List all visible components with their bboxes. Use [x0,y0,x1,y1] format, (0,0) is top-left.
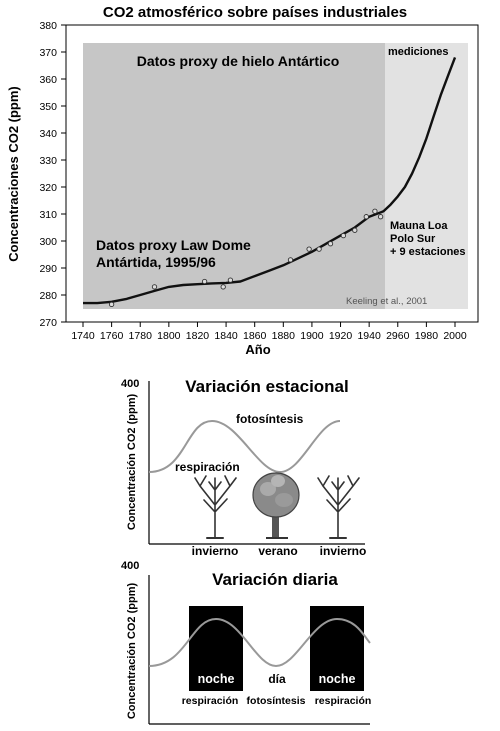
x-axis-ticks: 1740 1760 1780 1800 1820 1840 1860 1880 1900 1920… [71,322,467,342]
stations-label-line2: Polo Sur [390,233,436,245]
y-tick-label: 290 [39,263,57,275]
proxy-data-point [287,257,294,263]
seasonal-trough-label: respiración [175,460,240,474]
y-tick-label: 270 [39,317,57,329]
season-label-winter: invierno [320,544,367,558]
daily-curve [148,617,371,668]
y-axis-label: Concentraciones CO2 (ppm) [6,86,21,262]
y-axis-ticks: 270 280 290 300 310 320 330 340 350 360 370 380 [39,20,66,329]
x-tick-label: 2960 [386,330,410,342]
daily-ymax: 400 [121,560,139,572]
proxy-data-point [201,278,208,285]
stations-label-line3: + 9 estaciones [390,246,466,258]
seasonal-ymax: 400 [121,378,139,390]
seasonal-curve [148,419,341,474]
y-tick-label: 300 [39,236,57,248]
y-tick-label: 370 [39,47,57,59]
proxy-region [83,43,385,309]
season-label-winter: invierno [192,544,239,558]
y-tick-label: 360 [39,74,57,86]
measurement-region [385,43,468,309]
proxy-data-point [151,284,158,290]
seasonal-peak-label: fotosíntesis [236,412,304,426]
x-tick-label: 2000 [443,330,467,342]
y-tick-label: 350 [39,101,57,113]
proxy-data-point [327,241,334,247]
proxy-data-point [363,214,369,220]
daily-title: Variación diaria [212,570,338,589]
stations-label-line1: Mauna Loa [390,220,448,232]
seasonal-y-label: Concentración CO2 (ppm) [126,394,138,531]
y-tick-label: 380 [39,20,57,32]
y-tick-label: 330 [39,155,57,167]
proxy-data-point [377,214,384,220]
x-tick-label: 1760 [100,330,124,342]
x-tick-label: 1780 [129,330,153,342]
x-tick-label: 1880 [272,330,296,342]
y-tick-label: 310 [39,209,57,221]
proxy-data-point [220,284,226,290]
x-tick-label: 1920 [329,330,353,342]
x-tick-label: 1820 [186,330,210,342]
proxy-data-point [372,208,378,214]
bare-tree-icon [317,475,360,539]
season-label-summer: verano [258,544,297,558]
law-dome-label-line1: Datos proxy Law Dome [96,237,251,253]
x-tick-label: 1740 [71,330,95,342]
credit-label: Keeling et al., 2001 [346,296,427,307]
y-tick-label: 320 [39,182,57,194]
night-block [310,606,364,691]
x-tick-label: 1840 [214,330,238,342]
proxy-data-point [316,246,322,252]
proxy-data-point [227,277,234,283]
night-block [189,606,243,691]
x-tick-label: 1940 [357,330,381,342]
law-dome-label-line2: Antártida, 1995/96 [96,254,216,270]
daily-caption: respiración [315,695,372,707]
x-tick-label: 1860 [243,330,267,342]
y-tick-label: 340 [39,128,57,140]
x-axis-label: Año [245,342,270,357]
co2-trend-line [83,56,457,305]
y-tick-label: 280 [39,290,57,302]
x-tick-label: 1980 [415,330,439,342]
night-label: noche [319,672,356,686]
proxy-region-label: Datos proxy de hielo Antártico [137,53,340,69]
x-tick-label: 1900 [300,330,324,342]
measurements-label: mediciones [388,46,449,58]
daily-caption: respiración [182,695,239,707]
co2-series [83,56,457,308]
proxy-data-point [108,301,115,308]
day-label: día [268,672,286,686]
daily-y-label: Concentración CO2 (ppm) [126,583,138,720]
leafy-tree-icon [252,472,300,539]
proxy-data-point [306,246,312,252]
proxy-data-point [340,232,347,239]
seasonal-title: Variación estacional [185,377,348,396]
proxy-data-point [352,227,358,233]
main-chart-title: CO2 atmosférico sobre países industriale… [103,4,407,21]
night-label: noche [198,672,235,686]
daily-caption: fotosíntesis [247,695,306,707]
bare-tree-icon [194,475,237,539]
x-tick-label: 1800 [157,330,181,342]
